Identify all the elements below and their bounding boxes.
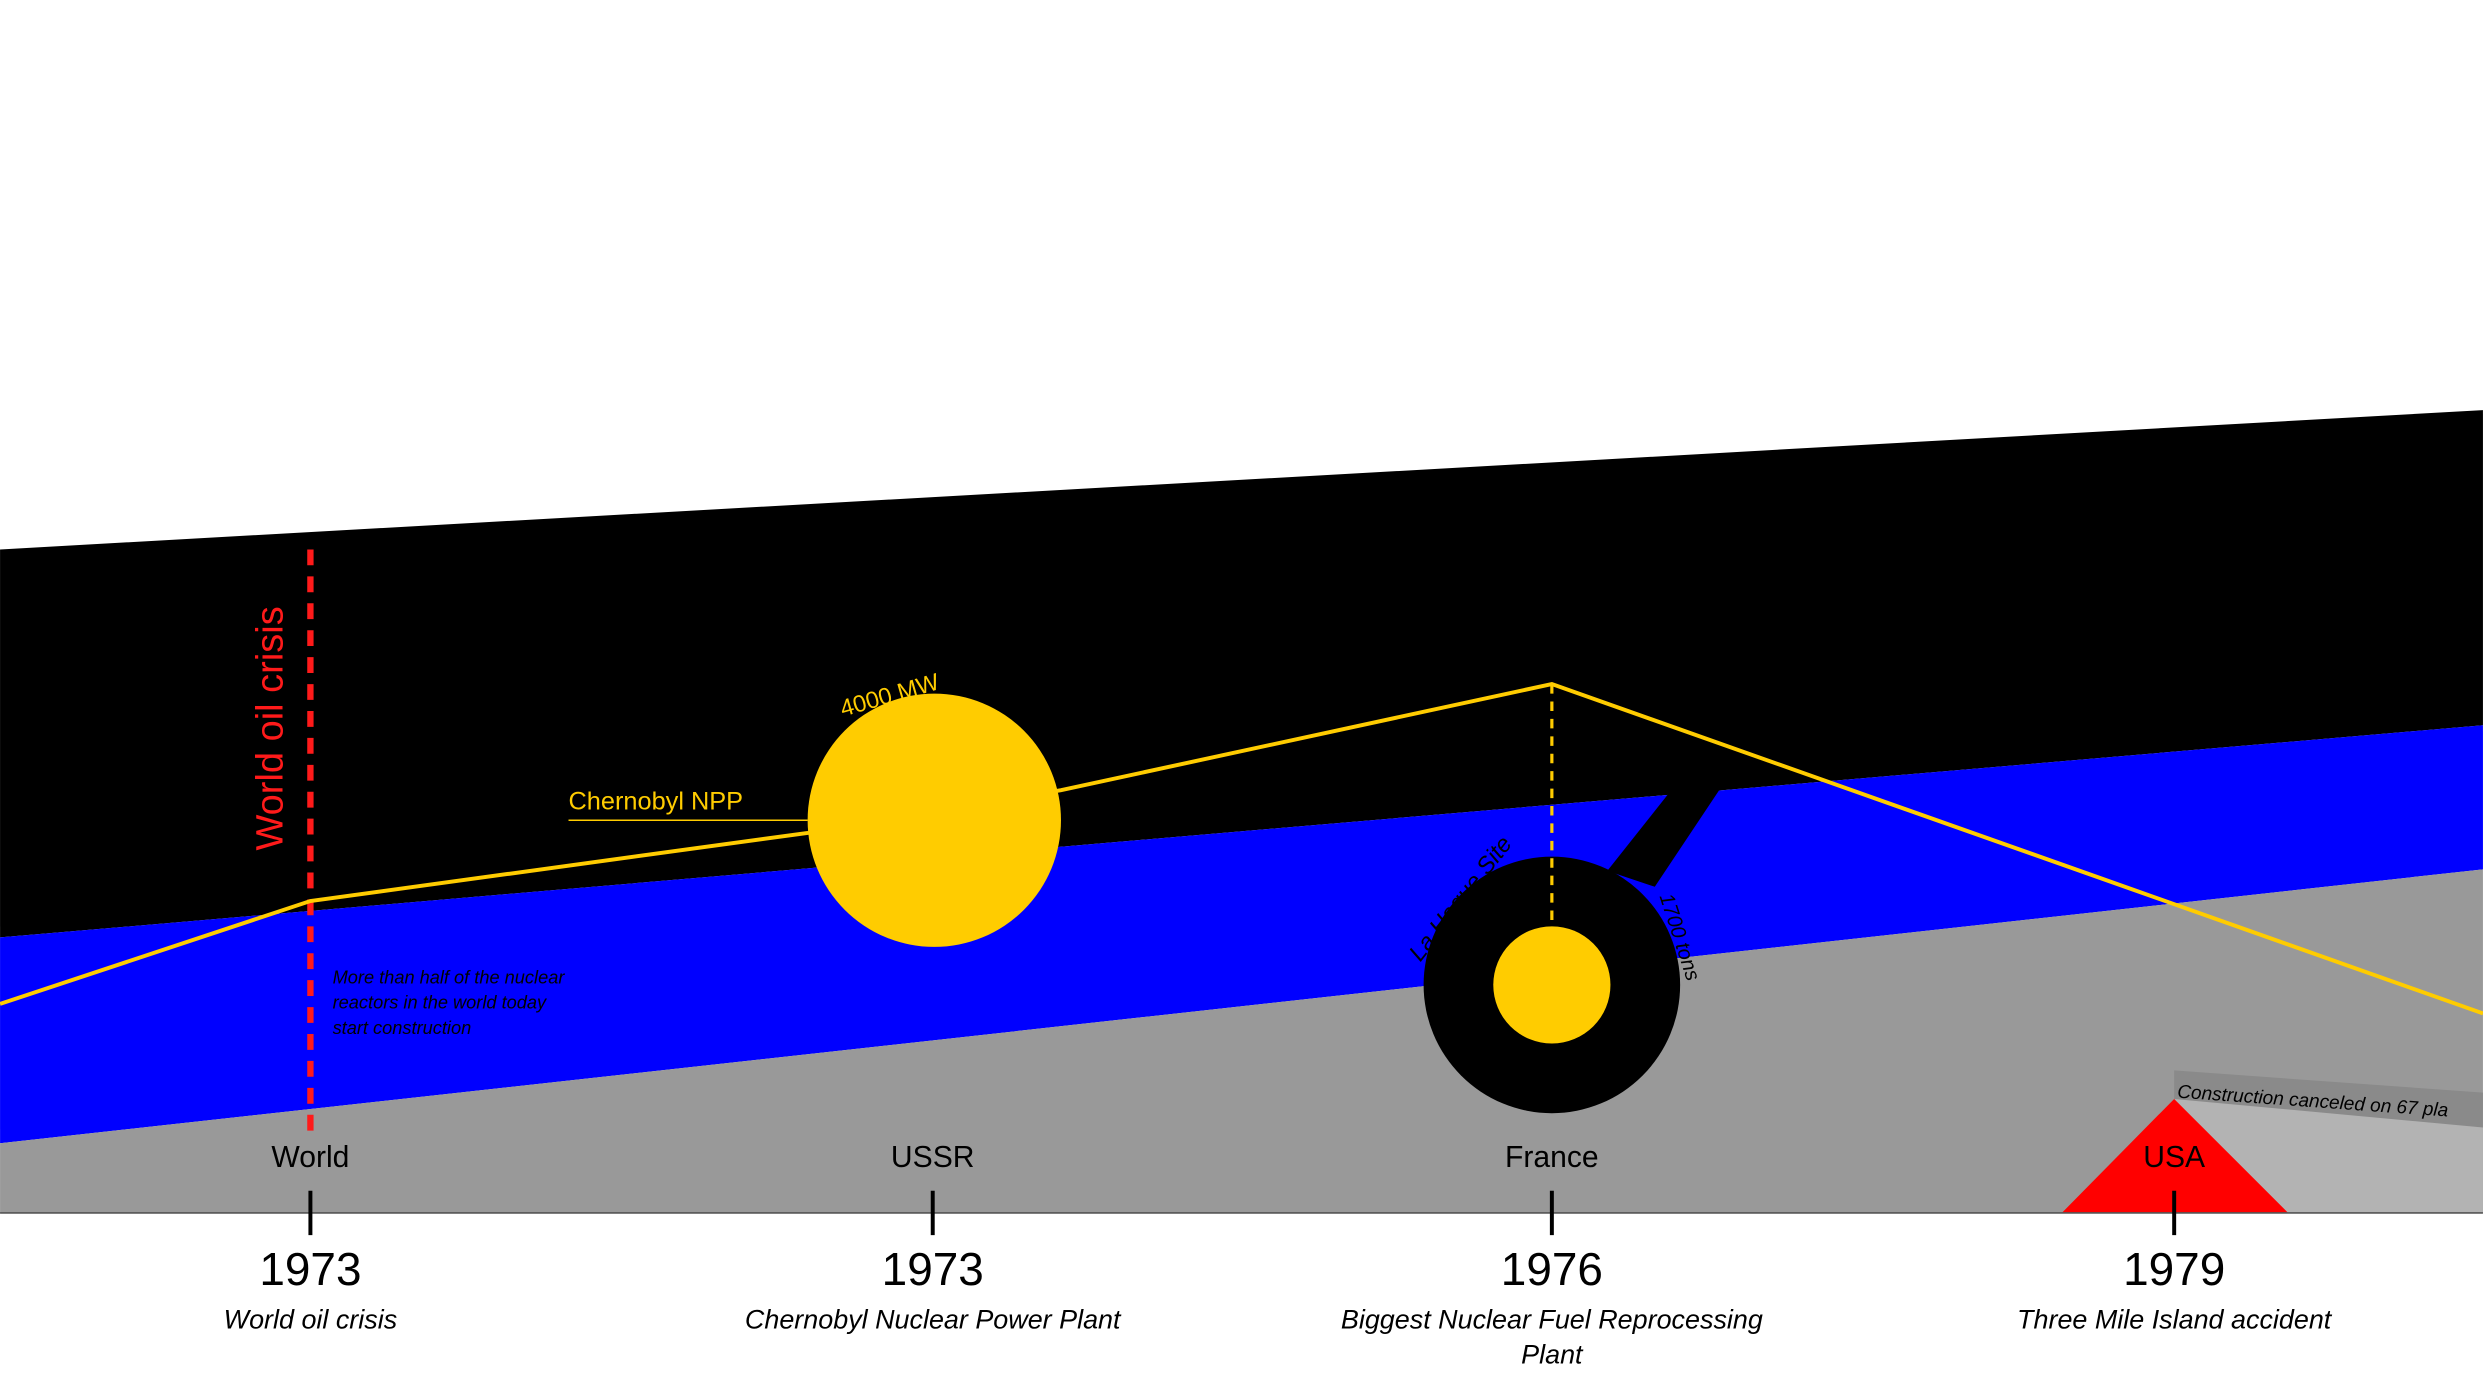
event-caption-box: World oil crisis bbox=[223, 1304, 398, 1335]
event-place: World bbox=[271, 1141, 349, 1174]
event-caption: Biggest Nuclear Fuel Reprocessing Plant bbox=[1340, 1304, 1763, 1370]
event-year: 1976 bbox=[1501, 1243, 1603, 1295]
event-year: 1973 bbox=[259, 1243, 361, 1295]
oil-note: More than half of the nuclear reactors i… bbox=[332, 969, 565, 1039]
red-triangle bbox=[2061, 1098, 2289, 1213]
chernobyl-circle bbox=[807, 693, 1061, 947]
event-year: 1979 bbox=[2123, 1243, 2225, 1295]
event-caption: Chernobyl Nuclear Power Plant bbox=[744, 1304, 1121, 1335]
la-hague-core bbox=[1493, 926, 1611, 1044]
event-place: USSR bbox=[891, 1141, 975, 1174]
event-caption-box: Chernobyl Nuclear Power Plant bbox=[744, 1304, 1121, 1335]
event-caption: World oil crisis bbox=[223, 1304, 398, 1335]
la-hague-arm bbox=[1607, 786, 1722, 887]
black-band bbox=[0, 410, 2483, 938]
event-year: 1973 bbox=[882, 1243, 984, 1295]
oil-note-box: More than half of the nuclear reactors i… bbox=[332, 969, 565, 1039]
event-caption: Three Mile Island accident bbox=[2017, 1304, 2332, 1335]
blue-band bbox=[0, 725, 2483, 1144]
event-caption-box: Three Mile Island accident bbox=[2017, 1304, 2332, 1335]
event-place: USA bbox=[2143, 1141, 2205, 1174]
chernobyl-name: Chernobyl NPP bbox=[569, 788, 744, 816]
event-caption-box: Biggest Nuclear Fuel Reprocessing Plant bbox=[1340, 1304, 1763, 1370]
note-band bbox=[2174, 1070, 2483, 1128]
event-place: France bbox=[1505, 1141, 1599, 1174]
oil-crisis-label: World oil crisis bbox=[249, 606, 291, 850]
gray-band bbox=[0, 869, 2483, 1213]
